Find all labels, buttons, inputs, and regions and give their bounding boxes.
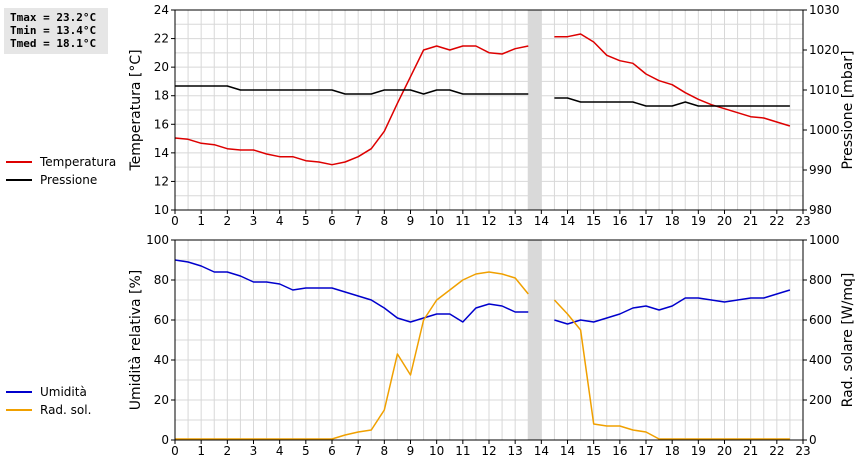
chart1-x-tick-label: 11 <box>455 444 470 458</box>
chart1-y2-tick-label: 1000 <box>809 233 840 247</box>
chart1-x-tick-label: 5 <box>302 444 310 458</box>
chart1-x-tick-label: 6 <box>328 444 336 458</box>
chart1-series-0-segment-1 <box>554 289 791 325</box>
chart0-x-tick-label: 8 <box>381 214 389 228</box>
chart1-x-tick-label: 23 <box>795 444 810 458</box>
chart0-legend-label-1: Pressione <box>40 173 97 187</box>
chart1-x-tick-label: 14 <box>534 444 549 458</box>
chart0-series-1-segment-0 <box>175 85 529 95</box>
chart1-x-tick-label: 1 <box>197 444 205 458</box>
chart1-x-tick-label: 8 <box>381 444 389 458</box>
chart1-y-tick-label: 60 <box>154 313 169 327</box>
chart0-y2-axis-title: Pressione [mbar] <box>840 50 856 169</box>
chart0-series-1-segment-1 <box>554 97 790 107</box>
chart0-x-tick-label: 0 <box>171 214 179 228</box>
chart1-y2-tick-label: 200 <box>809 393 832 407</box>
chart0-y2-tick-label: 1020 <box>809 43 840 57</box>
chart1-y-tick-label: 40 <box>154 353 169 367</box>
chart0-y2-tick-label: 990 <box>809 163 832 177</box>
chart1-series-1-segment-1 <box>553 299 790 440</box>
chart0-y2-tick-label: 980 <box>809 203 832 217</box>
chart0-series-0-segment-0 <box>174 45 529 166</box>
chart1-x-tick-label: 7 <box>354 444 362 458</box>
chart0-y-tick-label: 18 <box>154 89 169 103</box>
chart0-x-tick-label: 18 <box>665 214 680 228</box>
chart0-x-tick-label: 22 <box>769 214 784 228</box>
chart0-x-tick-label: 21 <box>743 214 758 228</box>
chart1-legend-label-1: Rad. sol. <box>40 403 91 417</box>
chart0-y-tick-label: 20 <box>154 60 169 74</box>
chart1-x-tick-label: 22 <box>769 444 784 458</box>
chart1-x-tick-label: 13 <box>508 444 523 458</box>
chart1-x-tick-label: 20 <box>717 444 732 458</box>
chart0-y-tick-label: 24 <box>154 3 169 17</box>
chart0-x-tick-label: 23 <box>795 214 810 228</box>
chart0-x-tick-label: 16 <box>612 214 627 228</box>
chart0-y-axis-title: Temperatura [°C] <box>128 49 144 171</box>
chart0-x-tick-label: 20 <box>717 214 732 228</box>
chart0-x-tick-label: 13 <box>508 214 523 228</box>
chart0-legend-label-0: Temperatura <box>39 155 116 169</box>
chart1-y-tick-label: 80 <box>154 273 169 287</box>
chart1-x-tick-label: 17 <box>638 444 653 458</box>
chart1-y2-tick-label: 800 <box>809 273 832 287</box>
chart0-x-tick-label: 14 <box>534 214 549 228</box>
chart1-x-tick-label: 3 <box>250 444 258 458</box>
chart1-x-tick-label: 14 <box>560 444 575 458</box>
chart1-x-tick-label: 2 <box>224 444 232 458</box>
chart1-x-tick-label: 0 <box>171 444 179 458</box>
chart0-x-tick-label: 12 <box>481 214 496 228</box>
chart0-x-tick-label: 4 <box>276 214 284 228</box>
chart1-x-tick-label: 10 <box>429 444 444 458</box>
chart1-series-0-segment-0 <box>174 259 529 323</box>
chart1-y2-axis-title: Rad. solare [W/mq] <box>840 273 856 408</box>
chart0-x-tick-label: 9 <box>407 214 415 228</box>
chart0-x-tick-label: 7 <box>354 214 362 228</box>
chart0-x-tick-label: 10 <box>429 214 444 228</box>
chart1-y-tick-label: 100 <box>146 233 169 247</box>
chart0-x-tick-label: 14 <box>560 214 575 228</box>
chart0-y-tick-label: 12 <box>154 174 169 188</box>
chart1-y-tick-label: 0 <box>161 433 169 447</box>
chart0-x-tick-label: 19 <box>691 214 706 228</box>
stat-tmin: Tmin = 13.4°C <box>10 24 97 37</box>
chart0-x-tick-label: 11 <box>455 214 470 228</box>
stat-tmed: Tmed = 18.1°C <box>10 37 97 50</box>
chart0-x-tick-label: 1 <box>197 214 205 228</box>
chart1-series-1-segment-0 <box>175 271 529 440</box>
stats-box: Tmax = 23.2°C Tmin = 13.4°C Tmed = 18.1°… <box>4 8 108 54</box>
chart1-x-tick-label: 12 <box>481 444 496 458</box>
chart0-x-tick-label: 5 <box>302 214 310 228</box>
chart1-legend-label-0: Umidità <box>40 385 87 399</box>
chart0-y-tick-label: 10 <box>154 203 169 217</box>
chart1-x-tick-label: 4 <box>276 444 284 458</box>
chart1-x-tick-label: 9 <box>407 444 415 458</box>
chart1-x-tick-label: 18 <box>665 444 680 458</box>
chart0-y2-tick-label: 1030 <box>809 3 840 17</box>
chart1-x-tick-label: 15 <box>586 444 601 458</box>
chart1-x-tick-label: 19 <box>691 444 706 458</box>
chart0-y2-tick-label: 1000 <box>809 123 840 137</box>
chart0-y2-tick-label: 1010 <box>809 83 840 97</box>
chart1-y2-tick-label: 600 <box>809 313 832 327</box>
chart1-y-axis-title: Umidità relativa [%] <box>128 270 144 411</box>
chart1-x-tick-label: 16 <box>612 444 627 458</box>
chart0-y-tick-label: 16 <box>154 117 169 131</box>
chart0-x-tick-label: 3 <box>250 214 258 228</box>
chart0-x-tick-label: 2 <box>224 214 232 228</box>
chart0-x-tick-label: 15 <box>586 214 601 228</box>
chart1-gap-band <box>528 240 542 440</box>
chart0-y-tick-label: 22 <box>154 32 169 46</box>
chart1-x-tick-label: 21 <box>743 444 758 458</box>
chart1-y2-tick-label: 0 <box>809 433 817 447</box>
chart0-series-0-segment-1 <box>554 33 791 127</box>
chart1-y2-tick-label: 400 <box>809 353 832 367</box>
chart0-gap-band <box>528 10 542 210</box>
chart1-y-tick-label: 20 <box>154 393 169 407</box>
chart0-x-tick-label: 17 <box>638 214 653 228</box>
chart0-x-tick-label: 6 <box>328 214 336 228</box>
stat-tmax: Tmax = 23.2°C <box>10 11 97 24</box>
chart0-y-tick-label: 14 <box>154 146 169 160</box>
